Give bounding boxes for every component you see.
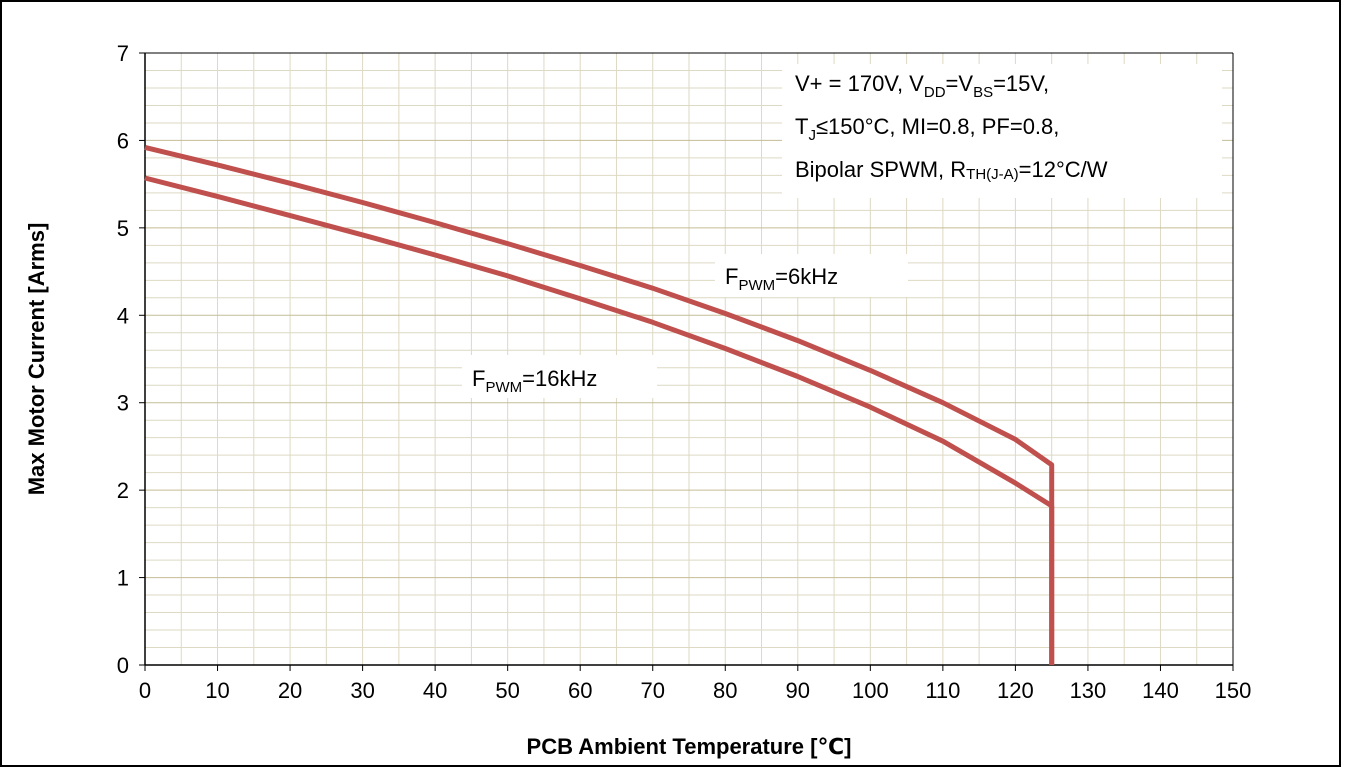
x-tick-label: 40 [423,678,447,703]
y-tick-label: 6 [117,128,129,153]
x-tick-label: 100 [852,678,889,703]
x-tick-label: 0 [139,678,151,703]
conditions-line-1: V+ = 170V, VDD=VBS=15V, [795,71,1049,101]
y-tick-label: 3 [117,391,129,416]
label-16khz: FPWM=16kHz [472,366,597,396]
x-tick-label: 120 [997,678,1034,703]
y-tick-label: 0 [117,653,129,678]
y-axis-title: Max Motor Current [Arms] [24,223,49,496]
x-tick-label: 110 [925,678,960,703]
y-tick-label: 4 [117,303,129,328]
conditions-line-3: Bipolar SPWM, RTH(J-A)=12°C/W [795,157,1108,183]
x-tick-labels: 0 10 20 30 40 50 60 70 80 90 100 110 120 130 140 150 [139,665,1251,703]
x-tick-label: 20 [278,678,302,703]
y-tick-label: 2 [117,478,129,503]
x-tick-label: 150 [1215,678,1252,703]
label-16khz-box [462,355,657,398]
label-6khz-box [715,254,908,297]
x-axis-title: PCB Ambient Temperature [℃] [527,734,852,759]
conditions-line-2: TJ≤150°C, MI=0.8, PF=0.8, [795,114,1059,144]
y-tick-label: 7 [117,41,129,66]
series-line-16khz [144,175,1055,665]
x-tick-label: 130 [1070,678,1107,703]
x-tick-label: 70 [640,678,664,703]
conditions-box [782,64,1222,198]
x-tick-label: 140 [1142,678,1179,703]
series-lines [144,144,1055,665]
y-tick-label: 5 [117,216,129,241]
y-tick-labels: 0 1 2 3 4 5 6 7 [117,41,145,678]
series-line-6khz [144,144,1055,665]
label-6khz: FPWM=6kHz [725,264,838,294]
x-tick-label: 10 [205,678,229,703]
x-tick-label: 90 [786,678,810,703]
x-tick-label: 80 [713,678,737,703]
x-tick-label: 60 [568,678,592,703]
x-tick-label: 30 [350,678,374,703]
x-tick-label: 50 [495,678,519,703]
y-tick-label: 1 [117,566,129,591]
